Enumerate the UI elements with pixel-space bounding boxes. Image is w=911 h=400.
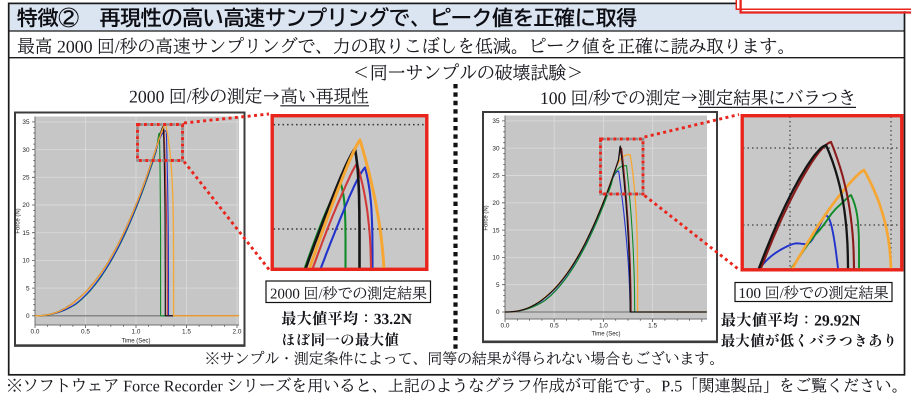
- svg-text:1.0: 1.0: [132, 329, 141, 336]
- svg-text:5: 5: [26, 285, 30, 292]
- svg-text:20: 20: [492, 200, 500, 207]
- svg-text:5: 5: [496, 282, 500, 289]
- svg-text:20: 20: [22, 202, 30, 209]
- svg-text:35: 35: [492, 118, 500, 125]
- svg-text:10: 10: [492, 255, 500, 262]
- svg-text:2.0: 2.0: [233, 329, 242, 336]
- svg-text:1.5: 1.5: [648, 323, 657, 330]
- svg-text:30: 30: [22, 147, 30, 154]
- svg-text:30: 30: [492, 145, 500, 152]
- svg-text:0.5: 0.5: [81, 329, 90, 336]
- svg-text:Time (Sec): Time (Sec): [121, 339, 150, 345]
- svg-text:25: 25: [22, 175, 30, 182]
- svg-text:0.0: 0.0: [31, 329, 40, 336]
- svg-text:25: 25: [492, 173, 500, 180]
- svg-text:15: 15: [22, 230, 30, 237]
- svg-text:Force (N): Force (N): [484, 205, 490, 230]
- svg-text:0.0: 0.0: [501, 323, 510, 330]
- svg-text:1.5: 1.5: [182, 329, 191, 336]
- svg-text:35: 35: [22, 119, 30, 126]
- svg-text:0: 0: [26, 313, 30, 320]
- svg-text:1.0: 1.0: [599, 323, 608, 330]
- svg-text:Time (Sec): Time (Sec): [591, 332, 620, 338]
- svg-text:10: 10: [22, 258, 30, 265]
- svg-text:0.5: 0.5: [550, 323, 559, 330]
- svg-text:15: 15: [492, 227, 500, 234]
- svg-text:0: 0: [496, 309, 500, 316]
- svg-text:Force (N): Force (N): [16, 208, 22, 233]
